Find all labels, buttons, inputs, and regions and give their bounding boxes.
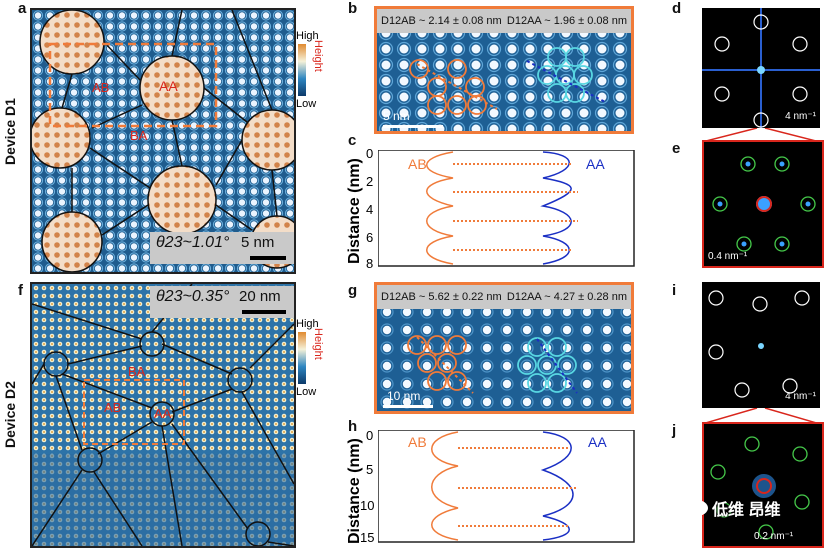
spacing-aa-g: D12AA ~ 4.27 ± 0.28 nm xyxy=(502,285,631,309)
profile-ylabel-c: Distance (nm) xyxy=(346,158,363,264)
panel-label-b: b xyxy=(348,0,358,17)
theta-value-d2: θ23~0.35° xyxy=(156,288,230,305)
profile-label-ab-c: AB xyxy=(408,156,427,172)
tick-c-3: 6 xyxy=(366,230,374,245)
colorbar-low-d1: Low xyxy=(296,98,317,110)
spacing-aa-b: D12AA ~ 1.96 ± 0.08 nm xyxy=(502,9,631,33)
fft-image-i-drawing xyxy=(708,290,810,398)
colorbar-low-d2: Low xyxy=(296,386,317,398)
fft-zoom-e: 0.4 nm⁻¹ xyxy=(702,140,824,268)
label-ba-d2: BA xyxy=(128,364,146,379)
stm-image-d1-drawing xyxy=(32,10,294,272)
label-ab-d1: AB xyxy=(92,80,110,95)
tick-c-1: 2 xyxy=(366,174,374,189)
watermark-text: 低维 昂维 xyxy=(712,502,781,519)
profile-label-ab-h: AB xyxy=(408,434,427,450)
scale-bar-b xyxy=(383,125,443,128)
tick-h-2: 10 xyxy=(360,498,375,513)
fft-image-i: 4 nm⁻¹ xyxy=(702,282,820,408)
panel-label-e: e xyxy=(672,140,681,157)
panel-label-i: i xyxy=(672,282,677,299)
colorbar-legend-d2: High Height Low xyxy=(296,318,336,398)
tick-h-0: 0 xyxy=(366,428,374,443)
panel-label-a: a xyxy=(18,0,27,17)
fft-image-d-drawing xyxy=(702,8,820,128)
fft-zoom-j-drawing xyxy=(710,436,810,540)
panel-label-f: f xyxy=(18,282,23,299)
label-aa-d2: AA xyxy=(154,406,172,421)
profile-label-aa-h: AA xyxy=(588,434,607,450)
zoom-image-b: D12AB ~ 2.14 ± 0.08 nm D12AA ~ 1.96 ± 0.… xyxy=(374,6,634,134)
panel-label-c: c xyxy=(348,132,357,149)
scale-bar-d2 xyxy=(242,310,286,314)
profile-plot-h: Distance (nm) 0 5 10 15 AB AA xyxy=(344,420,636,546)
colorbar-title-d1: Height xyxy=(312,40,324,72)
tick-c-0: 0 xyxy=(366,146,374,161)
label-aa-d1: AA xyxy=(159,78,178,94)
label-ab-d2: AB xyxy=(104,400,122,415)
colorbar-legend-d1: High Height Low xyxy=(296,30,336,110)
scale-label-b: 5 nm xyxy=(383,109,410,123)
device-label-d1: Device D1 xyxy=(2,98,18,165)
scale-label-i: 4 nm⁻¹ xyxy=(785,391,816,402)
theta-value-d1: θ23~1.01° xyxy=(156,234,230,251)
zoom-image-g: D12AB ~ 5.62 ± 0.22 nm D12AA ~ 4.27 ± 0.… xyxy=(374,282,634,414)
scale-label-g: 10 nm xyxy=(387,389,421,403)
tick-c-2: 4 xyxy=(366,202,374,217)
fft-zoom-e-drawing xyxy=(712,156,816,252)
zoom-connector-i-j xyxy=(702,408,820,424)
scale-label-e: 0.4 nm⁻¹ xyxy=(708,251,748,262)
tick-c-4: 8 xyxy=(366,256,374,271)
tick-h-3: 15 xyxy=(360,530,375,545)
colorbar-high-d2: High xyxy=(296,318,319,330)
colorbar-gradient-d1 xyxy=(298,44,306,96)
profile-label-aa-c: AA xyxy=(586,156,605,172)
scale-bar-g xyxy=(383,405,433,408)
wechat-icon xyxy=(686,500,708,516)
colorbar-title-d2: Height xyxy=(312,328,324,360)
fft-zoom-j: 0.2 nm⁻¹ xyxy=(702,422,824,548)
scale-label-d2: 20 nm xyxy=(238,288,281,305)
panel-label-j: j xyxy=(672,422,677,439)
spacing-ab-b: D12AB ~ 2.14 ± 0.08 nm xyxy=(377,9,506,33)
profile-axes-c xyxy=(378,150,635,267)
fft-image-d: 4 nm⁻¹ xyxy=(702,8,820,128)
panel-label-g: g xyxy=(348,282,358,299)
profile-axes-h xyxy=(378,430,635,543)
device-label-d2: Device D2 xyxy=(2,381,18,448)
colorbar-gradient-d2 xyxy=(298,332,306,384)
theta-readout-d1: θ23~1.01° 5 nm xyxy=(150,232,294,264)
label-ba-d1: BA xyxy=(130,128,148,143)
panel-label-d: d xyxy=(672,0,682,17)
zoom-connector-d-e xyxy=(702,128,820,142)
profile-plot-c: Distance (nm) 0 2 4 6 8 AB AA xyxy=(344,140,636,271)
scale-label-j: 0.2 nm⁻¹ xyxy=(754,531,794,542)
watermark: 低维 昂维 xyxy=(686,496,780,520)
profile-ylabel-h: Distance (nm) xyxy=(346,438,363,544)
scale-label-d: 4 nm⁻¹ xyxy=(785,111,816,122)
tick-h-1: 5 xyxy=(366,462,374,477)
scale-label-d1: 5 nm xyxy=(240,234,275,251)
stm-image-d1: AB AA BA θ23~1.01° 5 nm xyxy=(30,8,296,274)
spacing-ab-g: D12AB ~ 5.62 ± 0.22 nm xyxy=(377,285,506,309)
panel-label-h: h xyxy=(348,418,358,435)
stm-image-d2: AB AA BA θ23~0.35° 20 nm xyxy=(30,282,296,548)
colorbar-high-d1: High xyxy=(296,30,319,42)
theta-readout-d2: θ23~0.35° 20 nm xyxy=(150,286,294,318)
stm-image-d2-drawing xyxy=(32,284,294,546)
scale-bar-d1 xyxy=(250,256,286,260)
